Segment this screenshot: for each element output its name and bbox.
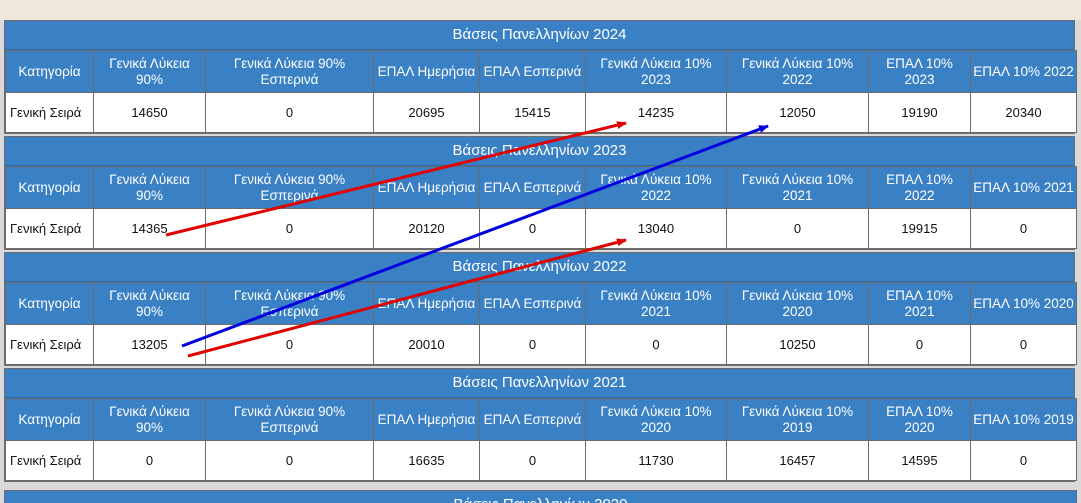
score-cell: 19190 (868, 92, 971, 133)
column-header: ΕΠΑΛ Εσπερινά (479, 398, 586, 441)
column-header: ΕΠΑΛ 10% 2022 (868, 166, 971, 209)
score-cell: 16635 (373, 440, 480, 481)
column-header: Γενικά Λύκεια 90% (93, 166, 206, 209)
column-header: Γενικά Λύκεια 10% 2020 (585, 398, 727, 441)
column-header: Γενικά Λύκεια 10% 2020 (726, 282, 869, 325)
column-header: Γενικά Λύκεια 10% 2021 (585, 282, 727, 325)
score-cell: 0 (205, 324, 374, 365)
score-cell: 0 (479, 440, 586, 481)
score-cell: 0 (726, 208, 869, 249)
scores-table-block: Βάσεις Πανελληνίων 2021 Κατηγορία Γενικά Λ… (4, 368, 1077, 482)
header-row: Κατηγορία Γενικά Λύκεια 90% Γενικά Λύκεια … (5, 166, 1077, 209)
column-header: ΕΠΑΛ Εσπερινά (479, 282, 586, 325)
column-header: Γενικά Λύκεια 10% 2019 (726, 398, 869, 441)
table-title: Βάσεις Πανελληνίων 2022 (5, 253, 1074, 282)
table-row: Γενική Σειρά 13205 0 20010 0 0 10250 0 0 (5, 324, 1077, 365)
score-cell: 0 (585, 324, 727, 365)
score-cell: 0 (479, 324, 586, 365)
top-bar (0, 0, 1081, 20)
column-header: ΕΠΑΛ Ημερήσια (373, 398, 480, 441)
score-cell: 0 (205, 92, 374, 133)
score-cell: 14365 (93, 208, 206, 249)
category-cell: Γενική Σειρά (5, 208, 94, 249)
scores-table-block: Βάσεις Πανελληνίων 2022 Κατηγορία Γενικά Λ… (4, 252, 1077, 366)
column-header: Γενικά Λύκεια 10% 2022 (726, 50, 869, 93)
column-header: ΕΠΑΛ 10% 2020 (868, 398, 971, 441)
column-header: ΕΠΑΛ Εσπερινά (479, 50, 586, 93)
header-row: Κατηγορία Γενικά Λύκεια 90% Γενικά Λύκεια … (5, 398, 1077, 441)
column-header: Γενικά Λύκεια 90% (93, 282, 206, 325)
score-cell: 0 (970, 208, 1077, 249)
column-header: ΕΠΑΛ 10% 2020 (970, 282, 1077, 325)
table-row: Γενική Σειρά 0 0 16635 0 11730 16457 14595 0 (5, 440, 1077, 481)
column-header: Γενικά Λύκεια 10% 2021 (726, 166, 869, 209)
column-header: Γενικά Λύκεια 10% 2022 (585, 166, 727, 209)
column-header: Κατηγορία (5, 50, 94, 93)
score-cell: 14650 (93, 92, 206, 133)
column-header: Κατηγορία (5, 166, 94, 209)
column-header: ΕΠΑΛ 10% 2019 (970, 398, 1077, 441)
score-cell: 11730 (585, 440, 727, 481)
table-row: Γενική Σειρά 14365 0 20120 0 13040 0 19915 0 (5, 208, 1077, 249)
score-cell: 20120 (373, 208, 480, 249)
column-header: ΕΠΑΛ 10% 2023 (868, 50, 971, 93)
table-title: Βάσεις Πανελληνίων 2021 (5, 369, 1074, 398)
scores-table-block: Βάσεις Πανελληνίων 2024 Κατηγορία Γενικά Λ… (4, 20, 1077, 134)
header-row: Κατηγορία Γενικά Λύκεια 90% Γενικά Λύκεια … (5, 282, 1077, 325)
column-header: ΕΠΑΛ Εσπερινά (479, 166, 586, 209)
table-title: Βάσεις Πανελληνίων 2023 (5, 137, 1074, 166)
score-cell: 16457 (726, 440, 869, 481)
category-cell: Γενική Σειρά (5, 324, 94, 365)
score-cell: 15415 (479, 92, 586, 133)
column-header: ΕΠΑΛ 10% 2022 (970, 50, 1077, 93)
score-cell: 14595 (868, 440, 971, 481)
score-cell: 0 (205, 208, 374, 249)
header-row: Κατηγορία Γενικά Λύκεια 90% Γενικά Λύκεια … (5, 50, 1077, 93)
scores-table-block: Βάσεις Πανελληνίων 2023 Κατηγορία Γενικά Λ… (4, 136, 1077, 250)
column-header: Γενικά Λύκεια 10% 2023 (585, 50, 727, 93)
column-header: Κατηγορία (5, 398, 94, 441)
column-header: ΕΠΑΛ Ημερήσια (373, 166, 480, 209)
next-table-title: Βάσεις Πανελληνίων 2020 (4, 490, 1077, 503)
column-header: Γενικά Λύκεια 90% (93, 50, 206, 93)
column-header: ΕΠΑΛ 10% 2021 (868, 282, 971, 325)
score-cell: 13205 (93, 324, 206, 365)
column-header: ΕΠΑΛ Ημερήσια (373, 50, 480, 93)
column-header: Γενικά Λύκεια 90% Εσπερινά (205, 50, 374, 93)
score-cell: 13040 (585, 208, 727, 249)
scores-table: Κατηγορία Γενικά Λύκεια 90% Γενικά Λύκεια … (5, 166, 1077, 249)
category-cell: Γενική Σειρά (5, 92, 94, 133)
column-header: ΕΠΑΛ 10% 2021 (970, 166, 1077, 209)
score-cell: 20010 (373, 324, 480, 365)
score-cell: 0 (93, 440, 206, 481)
column-header: Γενικά Λύκεια 90% Εσπερινά (205, 282, 374, 325)
score-cell: 10250 (726, 324, 869, 365)
score-cell: 12050 (726, 92, 869, 133)
category-cell: Γενική Σειρά (5, 440, 94, 481)
score-cell: 0 (205, 440, 374, 481)
score-cell: 20695 (373, 92, 480, 133)
score-cell: 0 (479, 208, 586, 249)
score-cell: 0 (868, 324, 971, 365)
score-cell: 0 (970, 440, 1077, 481)
column-header: Γενικά Λύκεια 90% (93, 398, 206, 441)
score-cell: 19915 (868, 208, 971, 249)
table-title: Βάσεις Πανελληνίων 2024 (5, 21, 1074, 50)
scores-table: Κατηγορία Γενικά Λύκεια 90% Γενικά Λύκεια … (5, 398, 1077, 481)
column-header: Γενικά Λύκεια 90% Εσπερινά (205, 166, 374, 209)
scores-table: Κατηγορία Γενικά Λύκεια 90% Γενικά Λύκεια … (5, 50, 1077, 133)
column-header: Κατηγορία (5, 282, 94, 325)
score-cell: 0 (970, 324, 1077, 365)
score-cell: 14235 (585, 92, 727, 133)
column-header: Γενικά Λύκεια 90% Εσπερινά (205, 398, 374, 441)
column-header: ΕΠΑΛ Ημερήσια (373, 282, 480, 325)
table-row: Γενική Σειρά 14650 0 20695 15415 14235 12050 19… (5, 92, 1077, 133)
scores-container: Βάσεις Πανελληνίων 2024 Κατηγορία Γενικά Λ… (4, 20, 1077, 484)
scores-table: Κατηγορία Γενικά Λύκεια 90% Γενικά Λύκεια … (5, 282, 1077, 365)
score-cell: 20340 (970, 92, 1077, 133)
